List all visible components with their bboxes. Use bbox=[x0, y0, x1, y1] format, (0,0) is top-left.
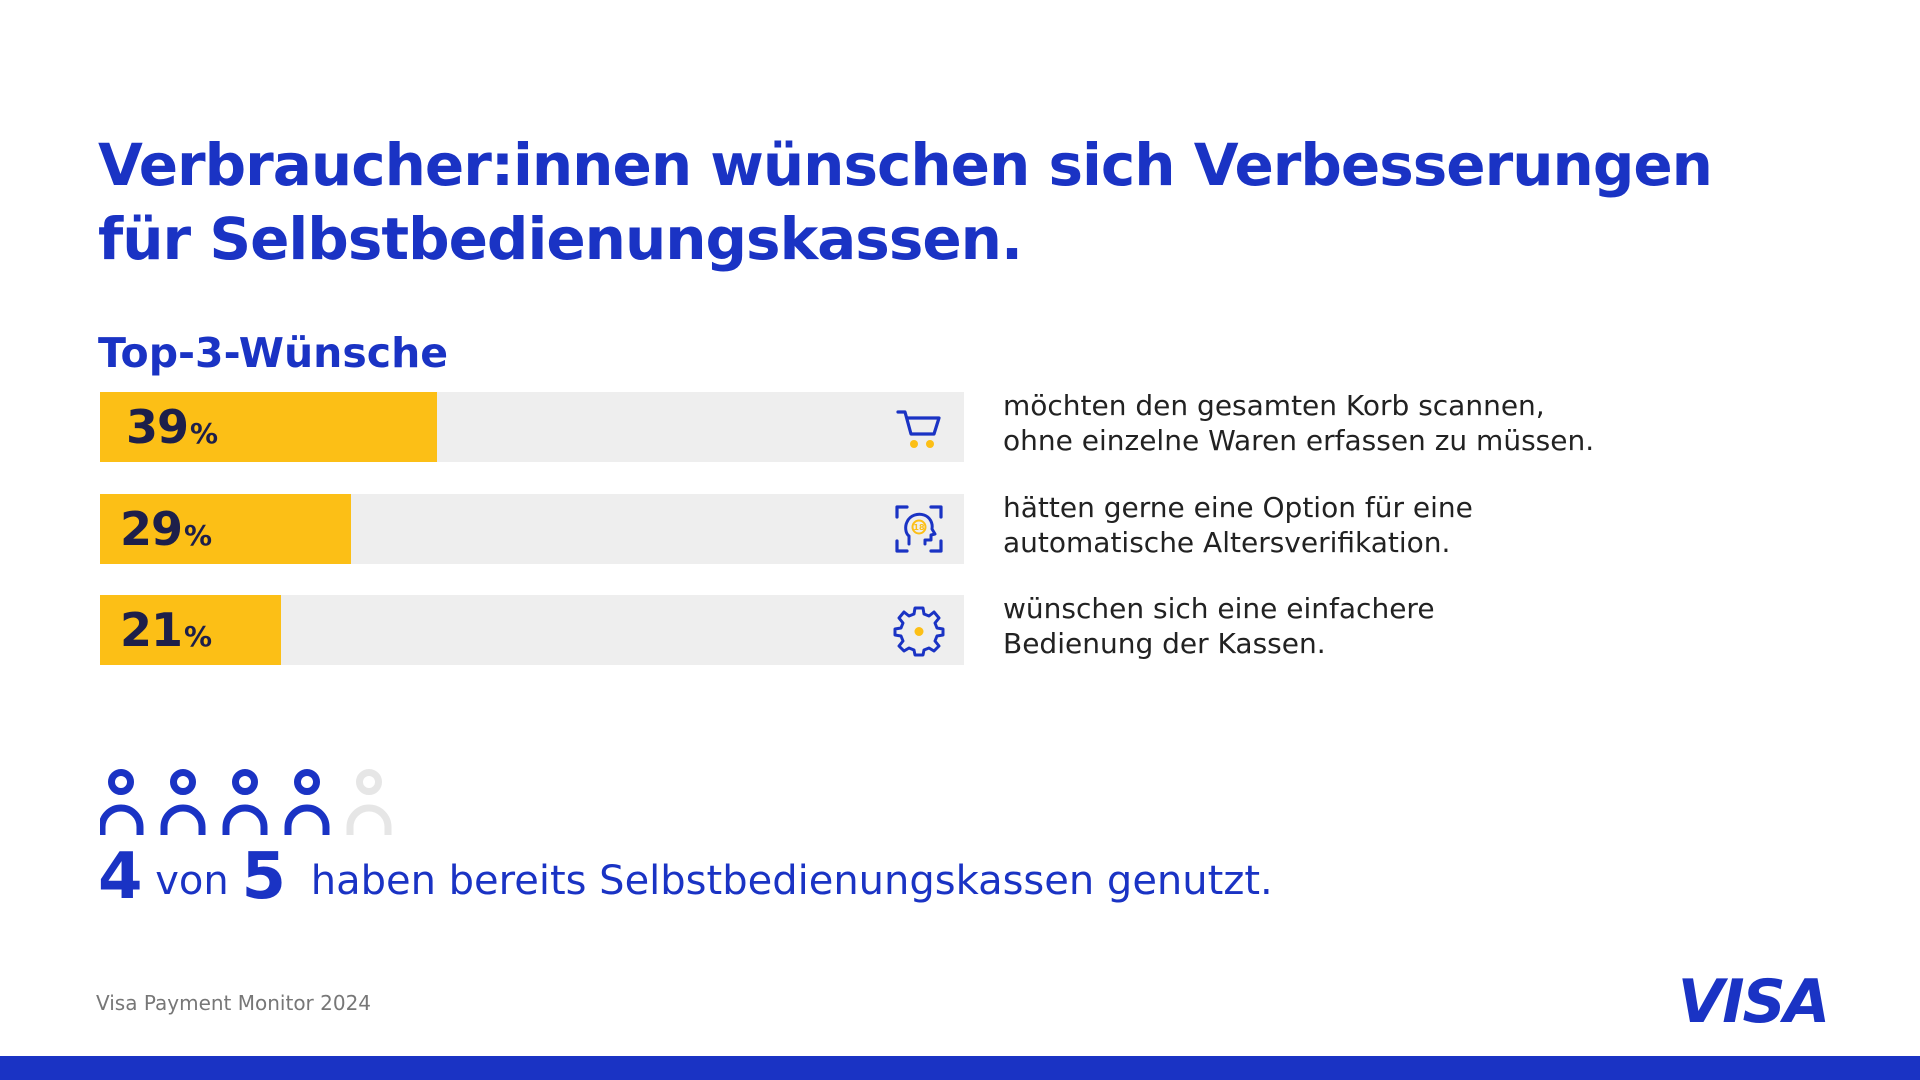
gear-icon bbox=[893, 606, 945, 657]
bar-value-number: 39 bbox=[126, 400, 189, 454]
bar-row-easier-operation: 21% bbox=[100, 595, 964, 665]
age-18-label: 18 bbox=[913, 523, 925, 532]
person-icon bbox=[160, 769, 206, 835]
stat-word-von: von bbox=[155, 858, 229, 904]
people-icon-row bbox=[100, 769, 392, 835]
stat-text: haben bereits Selbstbedienungskassen gen… bbox=[310, 858, 1273, 904]
bar-row-cart: 39% bbox=[100, 392, 964, 462]
percent-sign: % bbox=[190, 417, 219, 450]
percent-sign: % bbox=[184, 620, 213, 653]
bar-value-number: 21 bbox=[120, 603, 183, 657]
description-line-1: möchten den gesamten Korb scannen, bbox=[1003, 389, 1545, 422]
bar-value-label: 39% bbox=[126, 392, 218, 462]
bar-description: wünschen sich eine einfachere Bedienung … bbox=[1003, 591, 1623, 661]
person-icon-inactive bbox=[346, 769, 392, 835]
bar-description: hätten gerne eine Option für eine automa… bbox=[1003, 490, 1623, 560]
bar-value-label: 29% bbox=[120, 494, 212, 564]
page-title: Verbraucher:innen wünschen sich Verbesse… bbox=[98, 128, 1798, 276]
stat-number-total: 5 bbox=[241, 840, 286, 914]
stat-number-users: 4 bbox=[98, 840, 143, 914]
chart-subtitle: Top-3-Wünsche bbox=[98, 329, 449, 377]
bar-value-label: 21% bbox=[120, 595, 212, 665]
title-line-1: Verbraucher:innen wünschen sich Verbesse… bbox=[98, 131, 1713, 199]
title-line-2: für Selbstbedienungskassen. bbox=[98, 205, 1023, 273]
percent-sign: % bbox=[184, 519, 213, 552]
age-verification-face-scan-icon: 18 bbox=[895, 505, 943, 553]
description-line-1: wünschen sich eine einfachere bbox=[1003, 592, 1435, 625]
shopping-cart-icon bbox=[896, 410, 941, 448]
usage-statistic: 4 von 5 haben bereits Selbstbedienungska… bbox=[98, 842, 1273, 916]
bar-fill bbox=[100, 595, 282, 665]
visa-logo: VISA bbox=[1678, 968, 1830, 1028]
description-line-2: automatische Altersverifikation. bbox=[1003, 526, 1451, 559]
description-line-2: Bedienung der Kassen. bbox=[1003, 627, 1326, 660]
visa-logo-text: VISA bbox=[1678, 968, 1828, 1028]
bar-fill bbox=[100, 494, 351, 564]
bar-fill bbox=[100, 392, 437, 462]
bar-description: möchten den gesamten Korb scannen, ohne … bbox=[1003, 388, 1623, 458]
footer-band bbox=[0, 1056, 1920, 1080]
bar-row-age-verification: 29% 18 bbox=[100, 494, 964, 564]
description-line-2: ohne einzelne Waren erfassen zu müssen. bbox=[1003, 424, 1595, 457]
bar-value-number: 29 bbox=[120, 502, 183, 556]
person-icon bbox=[284, 769, 330, 835]
source-note: Visa Payment Monitor 2024 bbox=[96, 991, 372, 1015]
person-icon bbox=[222, 769, 268, 835]
person-icon bbox=[100, 769, 144, 835]
description-line-1: hätten gerne eine Option für eine bbox=[1003, 491, 1473, 524]
